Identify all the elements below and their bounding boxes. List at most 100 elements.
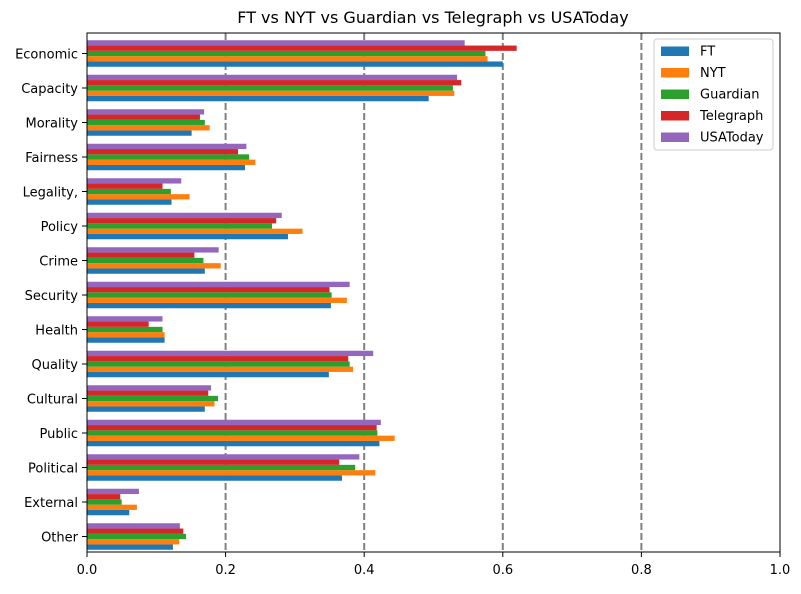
- bar: [87, 395, 218, 402]
- bar: [87, 316, 163, 322]
- legend-swatch: [661, 111, 689, 121]
- bar: [87, 464, 356, 471]
- y-tick-label: Cultural: [27, 393, 78, 408]
- bar: [87, 45, 517, 51]
- y-tick-label: External: [24, 496, 78, 511]
- bar: [87, 475, 343, 481]
- bar: [87, 247, 219, 253]
- legend-label: NYT: [700, 66, 726, 81]
- bar: [87, 425, 377, 431]
- chart-title: FT vs NYT vs Guardian vs Telegraph vs US…: [237, 8, 628, 27]
- legend: FT NYT Guardian Telegraph USAToday: [653, 38, 774, 151]
- bar: [87, 119, 205, 126]
- y-tick-label: Other: [41, 531, 79, 546]
- bar: [87, 371, 329, 378]
- bar: [87, 361, 350, 367]
- bar: [87, 90, 455, 96]
- bar: [87, 430, 378, 436]
- legend-swatch: [661, 68, 689, 78]
- bar: [87, 321, 149, 327]
- bar: [87, 509, 130, 516]
- bar: [87, 233, 288, 240]
- y-tick-label: Legality,: [23, 186, 78, 201]
- bar: [87, 401, 215, 407]
- y-tick-label: Fairness: [25, 151, 78, 166]
- bar: [87, 95, 429, 102]
- y-tick-label: Policy: [41, 220, 79, 235]
- bar: [87, 454, 360, 460]
- y-tick-label: Morality: [26, 117, 79, 132]
- x-tick-label: 0.4: [354, 563, 375, 578]
- y-tick-label: Security: [25, 289, 79, 304]
- bar: [87, 61, 503, 67]
- bar: [87, 199, 172, 205]
- bar: [87, 356, 349, 362]
- bar: [87, 178, 182, 184]
- bar: [87, 435, 395, 441]
- bar: [87, 533, 187, 540]
- bar: [87, 263, 221, 269]
- y-tick-label: Health: [35, 324, 78, 339]
- bar: [87, 390, 209, 396]
- x-tick-label: 0.8: [631, 563, 652, 578]
- bar: [87, 470, 376, 476]
- y-tick-label: Political: [28, 462, 78, 477]
- legend-label: USAToday: [700, 131, 764, 146]
- legend-box: [653, 38, 774, 151]
- bar: [87, 440, 380, 447]
- bar: [87, 302, 331, 309]
- bar: [87, 218, 277, 224]
- legend-swatch: [661, 132, 689, 142]
- bar: [87, 252, 195, 258]
- bar: [87, 268, 205, 274]
- bar: [87, 326, 163, 333]
- x-tick-label: 0.0: [77, 563, 98, 578]
- bar: [87, 188, 171, 195]
- bar: [87, 228, 303, 234]
- legend-label: Guardian: [700, 88, 759, 103]
- bar: [87, 523, 180, 529]
- bar: [87, 544, 173, 550]
- x-axis: 0.0 0.2 0.4 0.6 0.8 1.0: [77, 552, 790, 578]
- bar: [87, 332, 165, 338]
- bar: [87, 159, 256, 165]
- bar: [87, 366, 354, 372]
- bar: [87, 56, 488, 62]
- bar: [87, 125, 210, 131]
- bar: [87, 488, 139, 495]
- legend-label: FT: [700, 45, 715, 60]
- bar: [87, 149, 239, 155]
- bar: [87, 80, 462, 86]
- bar: [87, 504, 137, 510]
- bar: [87, 50, 486, 57]
- bar: [87, 130, 192, 136]
- bar: [87, 287, 330, 293]
- bar: [87, 257, 204, 264]
- legend-swatch: [661, 89, 689, 99]
- bar: [87, 183, 163, 189]
- bar: [87, 539, 180, 545]
- bar: [87, 337, 165, 343]
- bar: [87, 281, 350, 288]
- x-tick-label: 0.2: [215, 563, 236, 578]
- y-tick-label: Public: [40, 427, 78, 442]
- bar: [87, 494, 121, 500]
- y-tick-label: Quality: [32, 358, 79, 373]
- bar: [87, 419, 381, 426]
- bars: [87, 40, 517, 550]
- legend-label: Telegraph: [699, 109, 763, 124]
- bar: [87, 350, 374, 357]
- bar: [87, 109, 205, 115]
- legend-swatch: [661, 46, 689, 56]
- bar: [87, 406, 205, 412]
- bar: [87, 459, 340, 465]
- bar: [87, 40, 465, 46]
- bar: [87, 528, 184, 534]
- bar: [87, 85, 453, 91]
- bar: [87, 292, 332, 298]
- y-tick-label: Crime: [39, 255, 78, 270]
- bar: [87, 212, 282, 219]
- bar: [87, 114, 200, 120]
- bar: [87, 499, 122, 505]
